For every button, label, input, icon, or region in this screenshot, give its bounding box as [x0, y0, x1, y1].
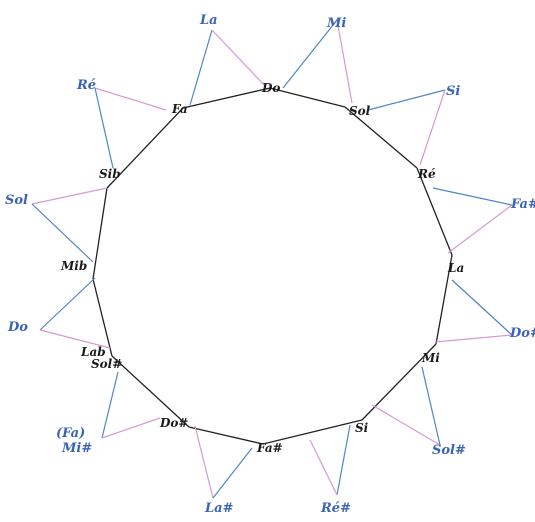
node-do: Do [261, 81, 280, 95]
triangle-edge-6-a [194, 425, 214, 499]
ring-edge [92, 187, 108, 280]
triangle-edge-8-a [39, 277, 96, 331]
ring-edge [435, 254, 453, 345]
node-mib: Mib [60, 259, 87, 273]
triangle-edge-11-a [189, 29, 213, 106]
outer-label-si: Si [446, 84, 460, 99]
outer-label-sols: Sol# [432, 443, 466, 458]
ring-edge [106, 107, 184, 189]
outer-label-do: Do [7, 320, 28, 335]
node-sols: Sol# [91, 357, 122, 371]
outer-label-la: La [199, 13, 218, 28]
outer-label-re: Ré [76, 78, 96, 93]
outer-label-sol: Sol [5, 193, 28, 208]
triangle-edge-5-b [309, 439, 338, 496]
triangle-edge-9-a [31, 187, 108, 205]
node-fa: Fa [171, 102, 188, 116]
triangle-edge-3-b [434, 334, 513, 343]
triangle-edge-8-b [39, 329, 111, 349]
outer-label-fa-paren: (Fa) [56, 426, 85, 441]
outer-label-mi: Mi [326, 16, 346, 31]
node-si: Si [355, 421, 369, 435]
triangle-edge-0-a [282, 19, 338, 89]
ring-edge [92, 278, 113, 357]
outer-label-las: La# [204, 501, 234, 516]
triangle-edge-4-a [421, 366, 441, 446]
triangle-edge-5-a [336, 424, 351, 496]
triangle-edge-9-b [31, 203, 94, 263]
ring-edge [344, 106, 418, 169]
node-re: Ré [417, 167, 436, 181]
ring-edge [416, 167, 453, 256]
triangle-edge-1-b [419, 89, 446, 166]
ring-edge [111, 355, 190, 428]
triangle-edge-10-a [94, 87, 167, 111]
ring-edge [269, 87, 346, 108]
labels-layer: Do Sol Ré La Mi Si Fa# Do# Sol# Lab Mib … [5, 13, 535, 516]
triangle-edge-7-b [101, 417, 161, 439]
node-dos: Do# [159, 416, 188, 430]
ring-edge [188, 426, 264, 445]
outer-label-fas: Fa# [510, 197, 535, 212]
triangle-edge-2-a [432, 187, 513, 206]
triangle-edge-7-a [101, 371, 119, 439]
ring-edge [182, 87, 271, 109]
ring-edge [361, 343, 437, 421]
outer-label-mis: Mi# [61, 441, 92, 456]
node-lab: Lab [80, 345, 106, 359]
edges-layer [31, 19, 513, 499]
triangle-edge-10-b [94, 87, 114, 169]
triangle-edge-11-b [211, 29, 266, 87]
triangle-edge-6-b [212, 447, 253, 499]
triangle-edge-3-a [451, 279, 513, 336]
ring-edge [262, 419, 363, 445]
triangle-edge-1-a [367, 89, 446, 111]
triangle-edge-4-b [371, 404, 441, 446]
node-fas: Fa# [256, 441, 283, 455]
node-mi: Mi [421, 351, 440, 365]
triangle-edge-0-b [336, 19, 353, 104]
node-sib: Sib [99, 167, 121, 181]
outer-label-res: Ré# [320, 501, 351, 516]
triangle-edge-2-b [447, 204, 513, 254]
node-la: La [447, 261, 464, 275]
outer-label-dos: Do# [509, 326, 535, 341]
node-sol: Sol [349, 104, 371, 118]
